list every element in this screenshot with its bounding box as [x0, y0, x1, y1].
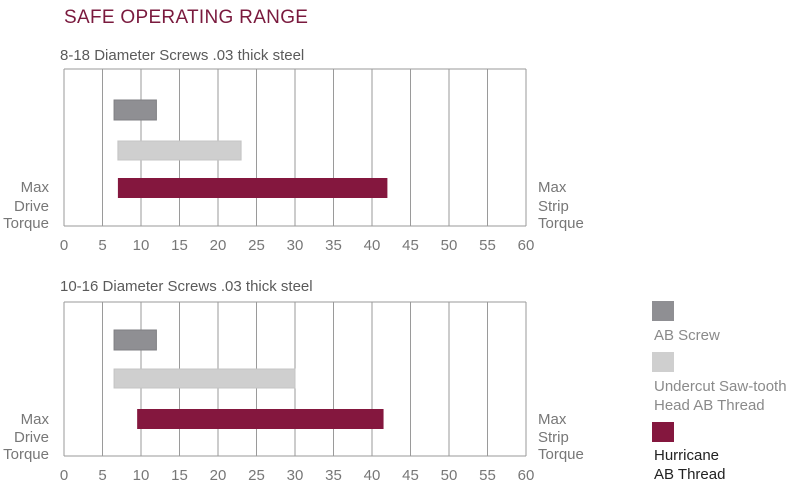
bar-undercut — [117, 140, 242, 161]
right-axis-label-line: Max — [538, 179, 567, 196]
chart-title: SAFE OPERATING RANGE — [64, 7, 309, 28]
left-axis-label-line: Max — [21, 179, 50, 196]
chart-2: 0 5 10 15 20 25 30 35 40 45 50 55 60MaxDriveTorqueMa… — [3, 301, 584, 484]
chart-2-subtitle: 10-16 Diameter Screws .03 thick steel — [60, 278, 313, 295]
legend-swatch-undercut — [652, 352, 674, 372]
x-tick-label: 20 — [210, 237, 227, 254]
legend-label-undercut-line-2: Head AB Thread — [654, 397, 765, 414]
x-tick-label: 20 — [210, 467, 227, 484]
right-axis-label-line: Torque — [538, 446, 584, 463]
bar-ab-screw — [113, 99, 157, 121]
right-axis-label-line: Torque — [538, 215, 584, 232]
left-axis-label-line: Max — [21, 411, 50, 428]
x-tick-label: 50 — [441, 467, 458, 484]
right-axis-label-line: Strip — [538, 429, 569, 446]
x-tick-label: 15 — [171, 467, 188, 484]
legend-label-hurricane-line-2: AB Thread — [654, 466, 726, 483]
right-axis-label-line: Strip — [538, 198, 569, 215]
legend-label-hurricane: Hurricane AB Thread — [654, 446, 725, 484]
left-axis-label-line: Drive — [14, 198, 49, 215]
legend-label-undercut: Undercut Saw-tooth Head AB Thread — [654, 377, 794, 415]
left-axis-label-line: Drive — [14, 429, 49, 446]
legend-label-ab-screw: AB Screw — [654, 327, 720, 344]
x-tick-label: 35 — [325, 467, 342, 484]
x-tick-label: 15 — [171, 237, 188, 254]
x-tick-label: 45 — [402, 467, 419, 484]
x-tick-label: 0 — [60, 467, 68, 484]
x-tick-label: 60 — [518, 237, 535, 254]
legend-label-hurricane-line-1: Hurricane — [654, 447, 720, 464]
x-tick-label: 35 — [325, 237, 342, 254]
x-tick-label: 10 — [133, 467, 150, 484]
x-tick-label: 55 — [479, 237, 496, 254]
x-tick-label: 30 — [287, 237, 304, 254]
x-tick-label: 55 — [479, 467, 496, 484]
x-tick-label: 45 — [402, 237, 419, 254]
x-tick-label: 60 — [518, 467, 535, 484]
x-tick-label: 10 — [133, 237, 150, 254]
chart-1: 0 5 10 15 20 25 30 35 40 45 50 55 60MaxDriveTorqueMa… — [3, 68, 584, 254]
left-axis-label-line: Torque — [3, 446, 49, 463]
x-tick-label: 5 — [98, 237, 106, 254]
x-tick-label: 40 — [364, 237, 381, 254]
legend-label-undercut-line-1: Undercut Saw-tooth — [654, 378, 787, 395]
left-axis-label-line: Torque — [3, 215, 49, 232]
bar-hurricane — [117, 178, 388, 198]
right-axis-label-line: Max — [538, 411, 567, 428]
legend-swatch-ab-screw — [652, 301, 674, 321]
x-tick-label: 30 — [287, 467, 304, 484]
bar-ab-screw — [113, 329, 157, 351]
x-tick-label: 25 — [248, 237, 265, 254]
bar-undercut — [113, 368, 296, 389]
x-tick-label: 50 — [441, 237, 458, 254]
x-tick-label: 0 — [60, 237, 68, 254]
legend-swatch-hurricane — [652, 422, 674, 442]
x-tick-label: 5 — [98, 467, 106, 484]
bar-hurricane — [137, 409, 384, 429]
x-tick-label: 25 — [248, 467, 265, 484]
chart-1-subtitle: 8-18 Diameter Screws .03 thick steel — [60, 47, 305, 64]
x-tick-label: 40 — [364, 467, 381, 484]
